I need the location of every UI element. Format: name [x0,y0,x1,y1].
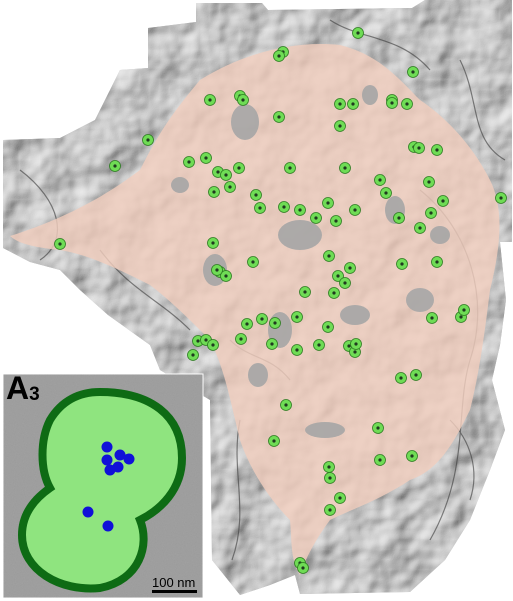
labeled-particle [266,338,278,350]
labeled-particle [211,264,223,276]
labeled-particle [299,286,311,298]
scale-bar [152,590,197,593]
labeled-particle [414,222,426,234]
labeled-particle [313,339,325,351]
labeled-particle [426,312,438,324]
inset-gold-particle [101,454,113,466]
labeled-particle [406,450,418,462]
labeled-particle [323,250,335,262]
labeled-particle [54,238,66,250]
labeled-particle [349,204,361,216]
labeled-particle [332,270,344,282]
inset-gold-particles [82,441,135,532]
inset-gold-particle [104,464,116,476]
labeled-particle [386,97,398,109]
labeled-particle [310,212,322,224]
labeled-particle [183,156,195,168]
labeled-particle [407,66,419,78]
labeled-particle [328,287,340,299]
labeled-particle [233,162,245,174]
labeled-particle [109,160,121,172]
labeled-particle [237,94,249,106]
labeled-particle [401,98,413,110]
labeled-particle [207,237,219,249]
inset-membrane-outline [17,387,187,593]
labeled-particle [187,349,199,361]
labeled-particle [425,207,437,219]
inset-gold-particle [101,441,113,453]
labeled-particle [291,344,303,356]
labeled-particle [352,27,364,39]
labeled-particle [204,94,216,106]
labeled-particle [291,311,303,323]
labeled-particle [431,144,443,156]
labeled-particle [297,562,309,574]
scale-bar-label: 100 nm [152,575,196,590]
labeled-particle [423,176,435,188]
labeled-particle [495,192,507,204]
panel-label: A3 [6,370,40,406]
labeled-particle [347,98,359,110]
inset-gold-particle [102,520,114,532]
labeled-particle [324,504,336,516]
labeled-particle [208,186,220,198]
labeled-particle [413,142,425,154]
labeled-particle [200,152,212,164]
labeled-particle [278,201,290,213]
labeled-particle [250,189,262,201]
labeled-particle [323,461,335,473]
labeled-particle [280,399,292,411]
labeled-particle [374,174,386,186]
labeled-particle [256,313,268,325]
labeled-particle [235,333,247,345]
inset-gold-particle [114,449,126,461]
labeled-particle [437,195,449,207]
labeled-particle [396,258,408,270]
labeled-particle [330,215,342,227]
labeled-particle [334,98,346,110]
labeled-particle [380,187,392,199]
labeled-particle [458,304,470,316]
labeled-particle [344,262,356,274]
labeled-particle [322,321,334,333]
labeled-particle [254,202,266,214]
inset-panel [2,373,204,599]
labeled-particle [324,472,336,484]
labeled-particle [294,204,306,216]
inset-gold-particle [82,506,94,518]
labeled-particle [273,111,285,123]
labeled-particle [334,120,346,132]
labeled-particle [269,317,281,329]
labeled-particle [431,256,443,268]
labeled-particle [410,369,422,381]
labeled-particle [142,134,154,146]
labeled-particle [350,338,362,350]
labeled-particle [273,50,285,62]
inset-gold-particle [123,453,135,465]
labeled-particles [54,27,507,574]
labeled-particle [247,256,259,268]
labeled-particle [339,277,351,289]
labeled-particle [374,454,386,466]
labeled-particle [393,212,405,224]
labeled-particle [241,318,253,330]
labeled-particle [322,197,334,209]
labeled-particle [395,372,407,384]
labeled-particle [220,169,232,181]
labeled-particle [224,181,236,193]
labeled-particle [372,422,384,434]
labeled-particle [268,435,280,447]
labeled-particle [207,339,219,351]
labeled-particle [284,162,296,174]
labeled-particle [220,270,232,282]
labeled-particle [339,162,351,174]
labeled-particle [334,492,346,504]
